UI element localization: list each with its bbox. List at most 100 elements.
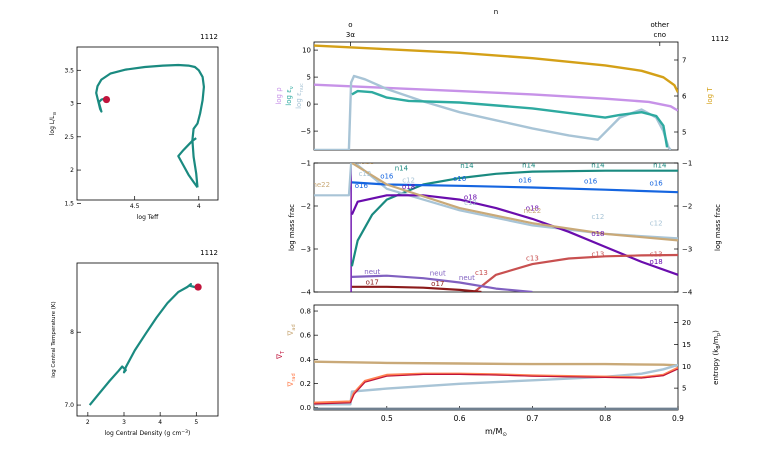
profile-mid-label-19: ne22 — [524, 207, 542, 215]
profile-mid-label-20: c12 — [592, 213, 605, 221]
profile-top-axis-title: n — [494, 8, 498, 16]
hr-ylabel: log L/L⊙ — [49, 112, 58, 136]
center-track-0 — [88, 283, 199, 406]
profile-mid-label-15: o18 — [402, 183, 415, 191]
profile-mid-ytick-left-label-3: −4 — [301, 289, 312, 297]
profile-mid-label-2: n14 — [460, 162, 474, 170]
profile-mid-ytick-left-label-1: −2 — [301, 203, 311, 211]
profile-bottom-right-label-sub2: p — [716, 333, 722, 336]
profile-top-right-label: log T — [706, 87, 714, 105]
profile-top-frame — [313, 41, 679, 151]
profile-top-label-line2-1: cno — [654, 31, 667, 39]
hr-xlabel: log Teff — [137, 214, 159, 221]
profile-mid-ytick-left-label-0: −1 — [301, 160, 311, 168]
profile-mid-label-22: o18 — [591, 230, 604, 238]
profile-bottom-right-label: entropy (kB/mp) — [712, 330, 722, 385]
profile-top-model-number: 1112 — [711, 35, 729, 43]
profile-bottom-right-label-close: ) — [712, 330, 720, 333]
profile-mid-series-7 — [351, 285, 482, 292]
profile-mid-label-23: c13 — [526, 255, 539, 263]
profile-mid-label-27: c13 — [475, 269, 488, 277]
profile-bottom-xtick-label-1: 0.6 — [454, 414, 466, 423]
hr-ylabel-sub: ⊙ — [53, 112, 58, 116]
profile-mid-label-10: o16 — [584, 178, 598, 186]
center-ytick-label-1: 8 — [70, 329, 74, 336]
profile-top-series-2 — [314, 74, 672, 150]
profile-mid-ytick-right-label-3: −4 — [682, 289, 693, 297]
profile-bottom-frame — [313, 304, 679, 411]
center-clip-group — [88, 283, 199, 406]
profile-mid-label-29: neut — [430, 270, 446, 278]
profile-bottom-series-2 — [314, 366, 678, 404]
profile-top-ytick-left-label-3: −5 — [301, 128, 311, 136]
center-xtick-label-0: 2 — [86, 419, 90, 426]
profile-mid-label-12: ne22 — [312, 181, 330, 189]
profile-mid-label-26: o18 — [650, 258, 663, 266]
profile-bottom-ytick-right-label-1: 10 — [682, 363, 691, 371]
hr-ytick-label-0: 1.5 — [64, 200, 74, 207]
center-xtick-label-2: 4 — [158, 419, 162, 426]
profile-top-ytick-right-label-1: 6 — [682, 93, 687, 101]
center-xlabel: log Central Density (g cm−3) — [105, 429, 191, 437]
profile-bottom-series-0 — [314, 360, 678, 367]
profile-mid-series-3 — [350, 194, 678, 276]
profile-bottom-xtick-label-0: 0.5 — [381, 414, 393, 423]
hr-ytick-label-3: 3 — [70, 101, 74, 108]
profile-bottom-ytick-right-label-2: 15 — [682, 341, 691, 349]
hr-xtick-label-0: 4.5 — [130, 203, 140, 210]
profile-mid-series-2 — [351, 181, 678, 194]
center-ytick-label-0: 7.0 — [64, 402, 74, 409]
center-xlabel-close: ) — [188, 430, 190, 437]
profile-top-ytick-left-label-2: 0 — [307, 101, 311, 109]
center-xtick-label-1: 3 — [122, 419, 126, 426]
profile-mid-label-18: o18 — [526, 204, 539, 212]
hr-ytick-label-2: 2.5 — [64, 134, 74, 141]
center-ylabel: log Central Temperature (K) — [51, 301, 57, 377]
profile-mid-series-6 — [351, 274, 533, 292]
profile-mid-label-13: o16 — [355, 182, 369, 190]
pt-clip-group — [314, 44, 678, 150]
profile-top-series-3 — [351, 89, 669, 148]
profile-bottom-ytick-right-label-0: 5 — [682, 385, 686, 393]
profile-bottom-xlabel-sub: ⊙ — [502, 432, 507, 438]
hr-clip-group — [95, 63, 205, 189]
profile-mid-ytick-left-label-2: −3 — [301, 246, 311, 254]
hr-current-point — [102, 95, 111, 104]
hr-model-number: 1112 — [200, 33, 218, 41]
profile-bottom-ytick-left-label-3: 0.6 — [300, 332, 312, 340]
profile-bottom-xlabel: m/M⊙ — [485, 427, 507, 438]
profile-mid-label-3: n14 — [522, 161, 536, 169]
profile-bottom-xtick-label-2: 0.7 — [526, 414, 538, 423]
profile-bottom-ytick-left-label-0: 0.0 — [300, 404, 311, 412]
profile-top-label-line1-0: o — [348, 21, 352, 29]
profile-top-left-label-sub-2: nuc — [299, 83, 305, 92]
profile-mid-label-9: o16 — [519, 176, 533, 184]
profile-mid-ytick-right-label-2: −3 — [682, 246, 692, 254]
profile-bottom-ytick-left-label-2: 0.4 — [300, 356, 312, 364]
profile-bottom-grad-rad-label: ∇rad — [286, 373, 297, 387]
profile-mid-label-11: o16 — [650, 179, 664, 187]
profile-top-ytick-left-label-1: 5 — [307, 74, 311, 82]
profile-top-ytick-left-label-0: 10 — [302, 47, 311, 55]
profile-top-label-line2-0: 3α — [346, 31, 355, 39]
profile-mid-ylabel-right: log mass frac — [714, 204, 722, 251]
profile-bottom-series-3 — [314, 368, 678, 405]
profile-mid-label-17: c12 — [464, 199, 477, 207]
profile-mid-label-24: c13 — [592, 251, 605, 259]
profile-mid-label-0: ne22 — [356, 158, 374, 166]
profile-bottom-ytick-left-label-4: 0.8 — [300, 308, 311, 316]
profile-bottom-xtick-label-3: 0.8 — [599, 414, 611, 423]
profile-bottom-grad-t-label-sub: T — [280, 350, 286, 355]
profile-bottom-grad-ad-label-sub: ad — [291, 324, 297, 330]
profile-bottom-right-label-mid: /m — [712, 336, 720, 345]
profile-mid-ylabel-left: log mass frac — [288, 204, 296, 251]
profile-mid-frame — [313, 162, 679, 293]
profile-bottom-ytick-left-label-1: 0.2 — [300, 380, 311, 388]
profile-mid-label-1: n14 — [395, 165, 409, 173]
pm-clip-group: ne22 n14 n14 n14 n14 n14 c12 o16 o16 o16 o16 o16 ne2… — [312, 158, 678, 292]
profile-top-left-label-1: log εν — [285, 86, 295, 106]
profile-mid-series-0 — [350, 169, 678, 267]
profile-top-ytick-right-label-2: 7 — [682, 57, 686, 65]
profile-mid-label-28: neut — [364, 268, 380, 276]
profile-top-left-label-sub-1: ν — [289, 86, 295, 89]
